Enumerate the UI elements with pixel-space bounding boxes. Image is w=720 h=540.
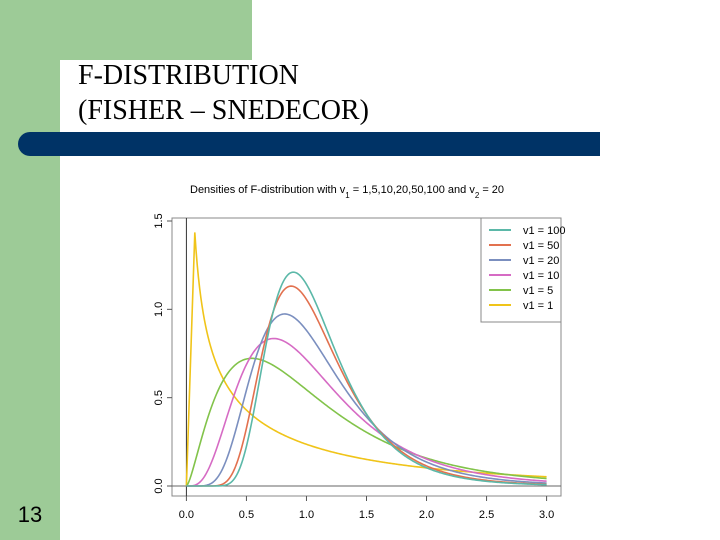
legend-label: v1 = 5	[523, 285, 553, 297]
y-tick-label: 1.0	[153, 302, 165, 317]
f-distribution-chart: Densities of F-distribution with v1 = 1,…	[153, 184, 566, 521]
x-tick-label: 1.5	[359, 509, 374, 521]
legend-label: v1 = 50	[523, 240, 559, 252]
top-accent-strip	[60, 0, 252, 60]
x-tick-label: 2.5	[479, 509, 494, 521]
chart-title-group: Densities of F-distribution with v1 = 1,…	[190, 184, 504, 200]
legend-label: v1 = 10	[523, 270, 559, 282]
chart-legend-group: v1 = 100 v1 = 50 v1 = 20 v1 = 10 v1 = 5 v1 = …	[480, 217, 566, 323]
y-tick-label: 0.5	[153, 390, 165, 405]
left-accent-strip	[0, 0, 60, 540]
density-line-v1-20	[186, 313, 547, 487]
slide-title-line-1: F-DISTRIBUTION	[78, 60, 299, 91]
density-line-v1-5	[185, 357, 547, 487]
legend-label: v1 = 20	[523, 255, 559, 267]
x-tick-label: 0.5	[239, 509, 254, 521]
chart-axes-group: 0.0 0.5 1.0 1.5 2.0 2.5 3.0 0.0 0.5 1.0 1.5	[153, 213, 562, 521]
y-tick-label: 0.0	[153, 478, 165, 493]
slide-number: 13	[17, 502, 43, 527]
x-tick-label: 2.0	[419, 509, 434, 521]
legend-label: v1 = 100	[523, 225, 566, 237]
chart-title: Densities of F-distribution with v1 = 1,…	[190, 184, 504, 200]
title-rule-bar	[18, 132, 600, 156]
legend-box	[480, 217, 562, 323]
slide-title-line-2: (FISHER – SNEDECOR)	[78, 95, 369, 126]
x-tick-label: 3.0	[539, 509, 554, 521]
chart-lines-group	[185, 232, 547, 487]
x-tick-label: 0.0	[179, 509, 194, 521]
legend-label: v1 = 1	[523, 300, 553, 312]
title-panel	[60, 60, 600, 136]
density-line-v1-10	[186, 337, 547, 487]
density-line-v1-100	[186, 271, 547, 487]
y-tick-label: 1.5	[153, 213, 165, 228]
x-tick-label: 1.0	[299, 509, 314, 521]
